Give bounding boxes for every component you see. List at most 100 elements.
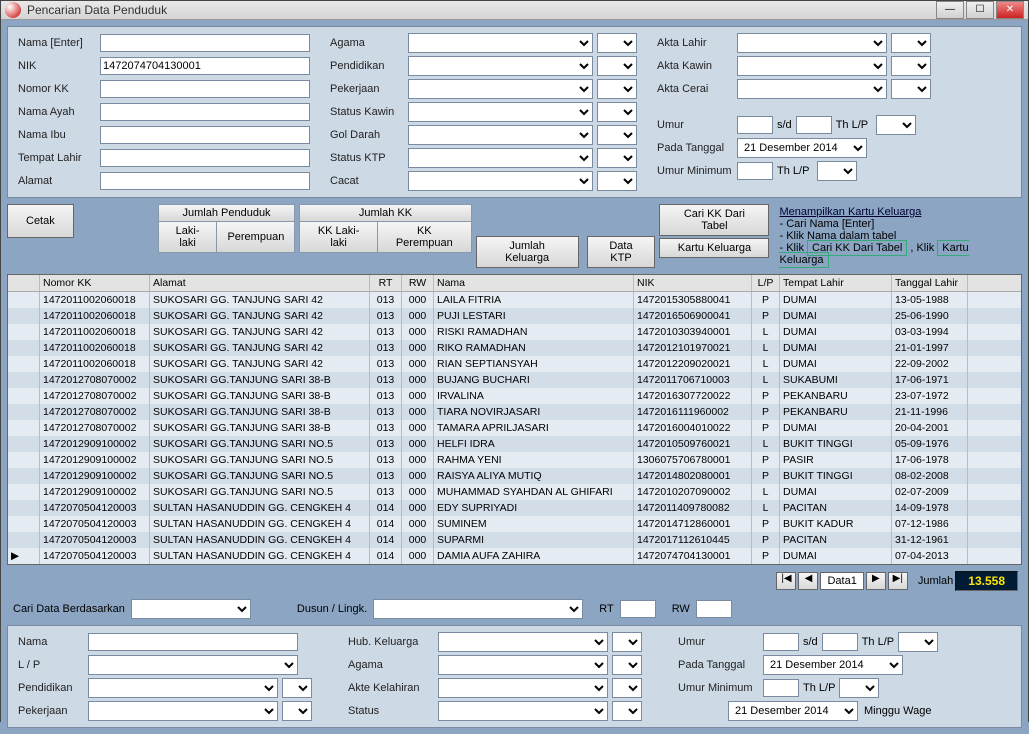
select-umur-lp[interactable] bbox=[876, 115, 916, 135]
select-b-status-op[interactable] bbox=[612, 701, 642, 721]
select-dusun[interactable] bbox=[373, 599, 583, 619]
select-b-pekerjaan[interactable] bbox=[88, 701, 278, 721]
select-b-pekerjaan-op[interactable] bbox=[282, 701, 312, 721]
select-b-tanggal[interactable]: 21 Desember 2014 bbox=[763, 655, 903, 675]
table-row[interactable]: 1472012708070002SUKOSARI GG.TANJUNG SARI… bbox=[8, 388, 1021, 404]
input-b-umur-min[interactable] bbox=[763, 679, 799, 697]
input-umur-min[interactable] bbox=[737, 162, 773, 180]
table-row[interactable]: 1472012909100002SUKOSARI GG.TANJUNG SARI… bbox=[8, 436, 1021, 452]
table-row[interactable]: ▶1472070504120003SULTAN HASANUDDIN GG. C… bbox=[8, 548, 1021, 564]
select-b-agama-op[interactable] bbox=[612, 655, 642, 675]
select-umur-min-lp[interactable] bbox=[817, 161, 857, 181]
select-b-agama[interactable] bbox=[438, 655, 608, 675]
jumlah-kk-button[interactable]: Jumlah KK bbox=[300, 205, 470, 221]
input-umur-from[interactable] bbox=[737, 116, 773, 134]
select-akta-cerai-op[interactable] bbox=[891, 79, 931, 99]
table-row[interactable]: 1472011002060018SUKOSARI GG. TANJUNG SAR… bbox=[8, 324, 1021, 340]
select-b-akte[interactable] bbox=[438, 678, 608, 698]
col-rw[interactable]: RW bbox=[402, 275, 434, 291]
table-row[interactable]: 1472012708070002SUKOSARI GG.TANJUNG SARI… bbox=[8, 372, 1021, 388]
nav-prev[interactable]: ◀ bbox=[798, 572, 818, 590]
table-row[interactable]: 1472012909100002SUKOSARI GG.TANJUNG SARI… bbox=[8, 468, 1021, 484]
input-umur-to[interactable] bbox=[796, 116, 832, 134]
kk-perempuan-button[interactable]: KK Perempuan bbox=[377, 221, 471, 252]
input-b-umur-to[interactable] bbox=[822, 633, 858, 651]
input-nik[interactable] bbox=[100, 57, 310, 75]
select-b-umur-min-lp[interactable] bbox=[839, 678, 879, 698]
select-agama-op[interactable] bbox=[597, 33, 637, 53]
select-b-pendidikan-op[interactable] bbox=[282, 678, 312, 698]
col-tempat[interactable]: Tempat Lahir bbox=[780, 275, 892, 291]
input-nomor-kk[interactable] bbox=[100, 80, 310, 98]
table-row[interactable]: 1472070504120003SULTAN HASANUDDIN GG. CE… bbox=[8, 500, 1021, 516]
laki-laki-button[interactable]: Laki-laki bbox=[159, 221, 217, 252]
kartu-keluarga-button[interactable]: Kartu Keluarga bbox=[659, 238, 769, 258]
col-alamat[interactable]: Alamat bbox=[150, 275, 370, 291]
input-nama-ibu[interactable] bbox=[100, 126, 310, 144]
table-row[interactable]: 1472012909100002SUKOSARI GG.TANJUNG SARI… bbox=[8, 452, 1021, 468]
jumlah-keluarga-button[interactable]: Jumlah Keluarga bbox=[476, 236, 579, 268]
input-rw[interactable] bbox=[696, 600, 732, 618]
input-alamat[interactable] bbox=[100, 172, 310, 190]
select-b-akte-op[interactable] bbox=[612, 678, 642, 698]
table-row[interactable]: 1472012909100002SUKOSARI GG.TANJUNG SARI… bbox=[8, 484, 1021, 500]
select-b-status[interactable] bbox=[438, 701, 608, 721]
select-akta-kawin[interactable] bbox=[737, 56, 887, 76]
select-b-lp[interactable] bbox=[88, 655, 298, 675]
select-status-kawin[interactable] bbox=[408, 102, 593, 122]
table-row[interactable]: 1472011002060018SUKOSARI GG. TANJUNG SAR… bbox=[8, 356, 1021, 372]
close-button[interactable]: ✕ bbox=[996, 1, 1024, 19]
select-cacat-op[interactable] bbox=[597, 171, 637, 191]
input-b-nama[interactable] bbox=[88, 633, 298, 651]
col-nama[interactable]: Nama bbox=[434, 275, 634, 291]
select-pekerjaan[interactable] bbox=[408, 79, 593, 99]
col-nik[interactable]: NIK bbox=[634, 275, 752, 291]
cari-kk-tabel-button[interactable]: Cari KK Dari Tabel bbox=[659, 204, 769, 236]
select-b-pendidikan[interactable] bbox=[88, 678, 278, 698]
nav-last[interactable]: ▶| bbox=[888, 572, 908, 590]
perempuan-button[interactable]: Perempuan bbox=[216, 221, 294, 252]
table-row[interactable]: 1472012708070002SUKOSARI GG.TANJUNG SARI… bbox=[8, 420, 1021, 436]
select-b-hub[interactable] bbox=[438, 632, 608, 652]
select-b-hub-op[interactable] bbox=[612, 632, 642, 652]
col-lp[interactable]: L/P bbox=[752, 275, 780, 291]
nav-next[interactable]: ▶ bbox=[866, 572, 886, 590]
col-tgl[interactable]: Tanggal Lahir bbox=[892, 275, 968, 291]
input-tempat-lahir[interactable] bbox=[100, 149, 310, 167]
select-status-ktp[interactable] bbox=[408, 148, 593, 168]
grid-body[interactable]: 1472011002060018SUKOSARI GG. TANJUNG SAR… bbox=[8, 292, 1021, 564]
maximize-button[interactable]: ☐ bbox=[966, 1, 994, 19]
select-pendidikan-op[interactable] bbox=[597, 56, 637, 76]
select-pendidikan[interactable] bbox=[408, 56, 593, 76]
select-akta-kawin-op[interactable] bbox=[891, 56, 931, 76]
input-b-umur-from[interactable] bbox=[763, 633, 799, 651]
select-status-kawin-op[interactable] bbox=[597, 102, 637, 122]
nav-first[interactable]: |◀ bbox=[776, 572, 796, 590]
select-b-umur-lp[interactable] bbox=[898, 632, 938, 652]
input-nama[interactable] bbox=[100, 34, 310, 52]
table-row[interactable]: 1472011002060018SUKOSARI GG. TANJUNG SAR… bbox=[8, 340, 1021, 356]
select-akta-lahir-op[interactable] bbox=[891, 33, 931, 53]
select-pada-tanggal[interactable]: 21 Desember 2014 bbox=[737, 138, 867, 158]
select-akta-cerai[interactable] bbox=[737, 79, 887, 99]
input-rt[interactable] bbox=[620, 600, 656, 618]
jumlah-penduduk-button[interactable]: Jumlah Penduduk bbox=[159, 205, 295, 221]
table-row[interactable]: 1472070504120003SULTAN HASANUDDIN GG. CE… bbox=[8, 532, 1021, 548]
col-rt[interactable]: RT bbox=[370, 275, 402, 291]
table-row[interactable]: 1472011002060018SUKOSARI GG. TANJUNG SAR… bbox=[8, 292, 1021, 308]
data-ktp-button[interactable]: Data KTP bbox=[587, 236, 656, 268]
table-row[interactable]: 1472070504120003SULTAN HASANUDDIN GG. CE… bbox=[8, 516, 1021, 532]
select-gol-darah[interactable] bbox=[408, 125, 593, 145]
select-cacat[interactable] bbox=[408, 171, 593, 191]
select-akta-lahir[interactable] bbox=[737, 33, 887, 53]
select-pekerjaan-op[interactable] bbox=[597, 79, 637, 99]
col-nomor-kk[interactable]: Nomor KK bbox=[40, 275, 150, 291]
table-row[interactable]: 1472012708070002SUKOSARI GG.TANJUNG SARI… bbox=[8, 404, 1021, 420]
cetak-button[interactable]: Cetak bbox=[7, 204, 74, 238]
table-row[interactable]: 1472011002060018SUKOSARI GG. TANJUNG SAR… bbox=[8, 308, 1021, 324]
select-cari-data[interactable] bbox=[131, 599, 251, 619]
select-agama[interactable] bbox=[408, 33, 593, 53]
select-b-tanggal2[interactable]: 21 Desember 2014 bbox=[728, 701, 858, 721]
input-nama-ayah[interactable] bbox=[100, 103, 310, 121]
select-gol-darah-op[interactable] bbox=[597, 125, 637, 145]
